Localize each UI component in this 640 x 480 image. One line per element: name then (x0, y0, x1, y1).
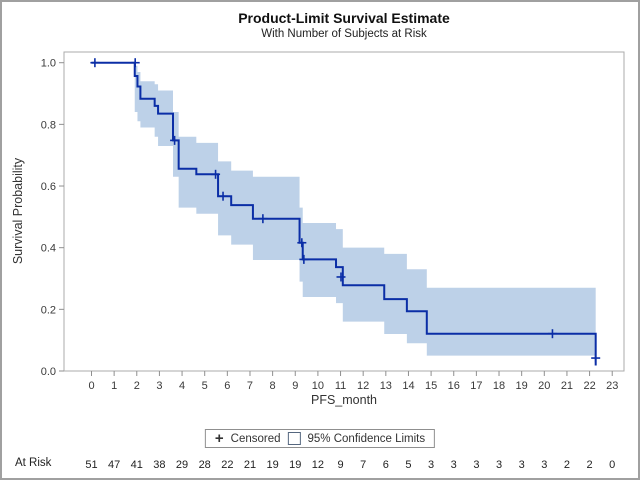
at-risk-values: 51 47 41 38 29 28 22 21 19 19 12 9 7 6 5 3 3 3 3 3 3 2 2 0 (85, 459, 615, 471)
svg-text:8: 8 (270, 380, 276, 392)
at-risk-label: At Risk (15, 457, 52, 469)
svg-text:5: 5 (405, 459, 411, 471)
svg-text:0.6: 0.6 (41, 181, 56, 193)
plot-frame (63, 51, 625, 372)
svg-text:18: 18 (493, 380, 505, 392)
svg-text:11: 11 (335, 380, 346, 392)
svg-text:0.4: 0.4 (41, 243, 56, 255)
svg-text:28: 28 (199, 459, 211, 471)
chart-subtitle: With Number of Subjects at Risk (261, 28, 427, 40)
svg-text:3: 3 (451, 459, 457, 471)
svg-text:19: 19 (516, 380, 528, 392)
legend-censored-label: Censored (230, 432, 281, 445)
svg-text:15: 15 (425, 380, 437, 392)
svg-text:6: 6 (383, 459, 389, 471)
svg-text:4: 4 (179, 380, 185, 392)
svg-text:3: 3 (541, 459, 547, 471)
svg-text:0.2: 0.2 (41, 304, 56, 316)
svg-text:1.0: 1.0 (41, 58, 56, 70)
svg-text:7: 7 (247, 380, 253, 392)
svg-text:3: 3 (156, 380, 162, 392)
chart-title: Product-Limit Survival Estimate (238, 10, 450, 26)
svg-text:41: 41 (131, 459, 143, 471)
x-axis-ticks: 0 1 2 3 4 5 6 7 8 9 10 11 12 13 14 15 16 17 18 19 20 21 22 23 (88, 371, 618, 392)
svg-text:16: 16 (448, 380, 460, 392)
survival-step-line (91, 61, 597, 366)
svg-text:14: 14 (402, 380, 414, 392)
svg-text:22: 22 (221, 459, 233, 471)
svg-text:2: 2 (587, 459, 593, 471)
legend: + Censored 95% Confidence Limits (204, 429, 436, 448)
svg-text:13: 13 (380, 380, 392, 392)
svg-text:51: 51 (85, 459, 97, 471)
svg-text:0: 0 (609, 459, 615, 471)
svg-text:23: 23 (606, 380, 618, 392)
svg-text:47: 47 (108, 459, 120, 471)
svg-text:3: 3 (473, 459, 479, 471)
y-axis-ticks: 0.0 0.2 0.4 0.6 0.8 1.0 (41, 58, 64, 378)
svg-text:2: 2 (564, 459, 570, 471)
svg-text:12: 12 (357, 380, 369, 392)
svg-text:6: 6 (224, 380, 230, 392)
censor-marks (90, 58, 601, 363)
svg-text:0.0: 0.0 (41, 366, 56, 378)
svg-text:1: 1 (111, 380, 117, 392)
svg-text:3: 3 (519, 459, 525, 471)
svg-text:20: 20 (538, 380, 550, 392)
svg-text:3: 3 (496, 459, 502, 471)
legend-ci-label: 95% Confidence Limits (307, 432, 426, 445)
svg-text:12: 12 (312, 459, 324, 471)
svg-text:0.8: 0.8 (41, 119, 56, 131)
svg-text:5: 5 (202, 380, 208, 392)
svg-text:38: 38 (153, 459, 165, 471)
svg-text:2: 2 (134, 380, 140, 392)
ci-band-swatch-icon (287, 432, 301, 445)
svg-text:3: 3 (428, 459, 434, 471)
svg-text:22: 22 (583, 380, 595, 392)
svg-text:7: 7 (360, 459, 366, 471)
svg-text:19: 19 (266, 459, 278, 471)
svg-text:21: 21 (561, 380, 573, 392)
censored-plus-icon: + (214, 430, 224, 447)
svg-text:9: 9 (337, 459, 343, 471)
svg-text:10: 10 (312, 380, 324, 392)
confidence-band (134, 65, 596, 356)
svg-text:21: 21 (244, 459, 256, 471)
svg-text:9: 9 (292, 380, 298, 392)
svg-text:29: 29 (176, 459, 188, 471)
svg-text:0: 0 (88, 380, 94, 392)
x-axis-label: PFS_month (310, 393, 377, 407)
svg-text:17: 17 (470, 380, 482, 392)
svg-text:19: 19 (289, 459, 301, 471)
